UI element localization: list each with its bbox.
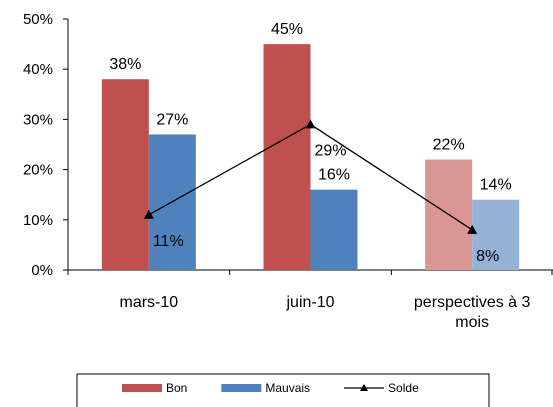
bar-bon — [263, 44, 311, 270]
marker-solde — [143, 209, 154, 219]
category-label: mois — [455, 314, 489, 331]
data-label-mauvais: 14% — [480, 177, 512, 194]
marker-solde — [467, 224, 478, 234]
legend-marker-solde — [360, 384, 369, 391]
legend-label-bon: Bon — [166, 381, 187, 395]
legend-label-mauvais: Mauvais — [265, 381, 310, 395]
data-label-bon: 45% — [271, 21, 303, 38]
data-label-solde: 29% — [315, 142, 347, 159]
bar-mauvais — [472, 199, 520, 270]
legend-swatch-bon — [122, 384, 162, 392]
y-tick-label: 10% — [23, 212, 53, 229]
y-tick-label: 30% — [23, 111, 53, 128]
y-tick-label: 40% — [23, 61, 53, 78]
y-tick-label: 0% — [31, 262, 53, 279]
bar-bon — [101, 79, 149, 271]
legend-swatch-mauvais — [221, 384, 262, 392]
marker-solde — [305, 119, 316, 129]
category-label: mars-10 — [119, 294, 178, 311]
category-label: perspectives à 3 — [414, 294, 531, 311]
data-label-solde: 8% — [476, 248, 499, 265]
data-label-mauvais: 16% — [318, 167, 350, 184]
y-tick-label: 20% — [23, 162, 53, 179]
plot-area: 0% 10% 20% 30% 40% 50% 38% 27% 11% 45% 16% 29% 22% 14… — [23, 11, 553, 331]
legend: Bon Mauvais Solde — [76, 373, 490, 407]
legend-label-solde: Solde — [388, 381, 419, 395]
y-tick-label: 50% — [23, 11, 53, 28]
data-label-mauvais: 27% — [156, 111, 188, 128]
data-label-bon: 22% — [433, 137, 465, 154]
category-label: juin-10 — [285, 294, 334, 311]
data-label-bon: 38% — [109, 56, 141, 73]
data-label-solde: 11% — [153, 233, 184, 250]
bar-mauvais — [310, 189, 358, 270]
